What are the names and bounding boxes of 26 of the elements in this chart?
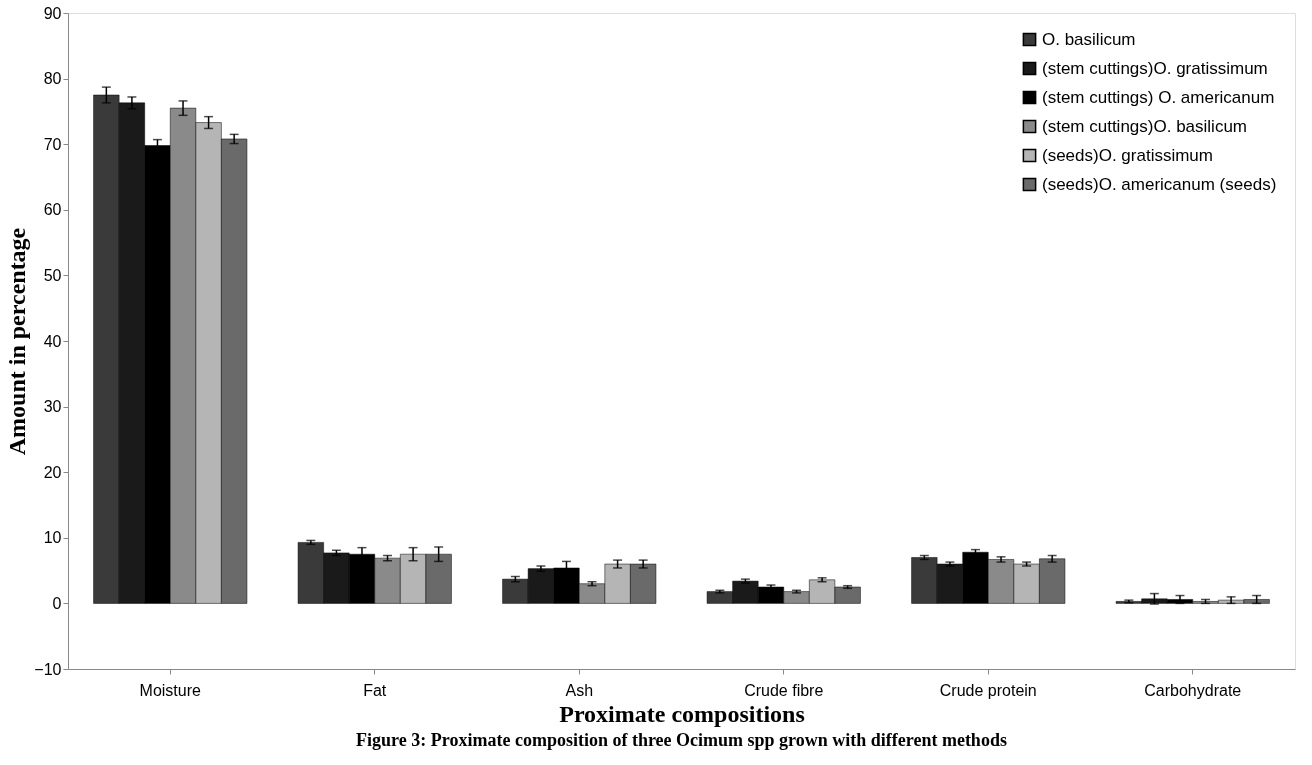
y-tick-label: 40 xyxy=(43,332,62,350)
x-tick-label: Crude fibre xyxy=(744,681,824,699)
legend-label: (seeds)O. gratissimum xyxy=(1042,145,1213,165)
legend-label: (seeds)O. americanum (seeds) xyxy=(1042,174,1277,194)
y-axis-title: Amount in percentage xyxy=(4,227,31,456)
y-tick-label: 30 xyxy=(43,398,62,416)
y-tick-label: 50 xyxy=(43,266,62,284)
y-tick-label: −10 xyxy=(34,660,62,678)
x-tick-label: Carbohydrate xyxy=(1144,681,1242,699)
y-tick-label: 0 xyxy=(52,594,62,612)
x-tick-label: Ash xyxy=(565,681,594,699)
y-tick-label: 90 xyxy=(43,4,62,22)
x-axis-title: Proximate compositions xyxy=(559,700,805,727)
legend-label: O. basilicum xyxy=(1042,29,1136,49)
legend-label: (stem cuttings)O. gratissimum xyxy=(1042,58,1268,78)
text: Figure 3: Proximate composition of three Ocimum spp grown with different methods xyxy=(356,730,1007,750)
y-tick-label: 80 xyxy=(43,70,62,88)
legend-label: (stem cuttings) O. americanum xyxy=(1042,87,1275,107)
y-tick-label: 60 xyxy=(43,201,62,219)
x-tick-label: Moisture xyxy=(139,681,202,699)
legend-label: (stem cuttings)O. basilicum xyxy=(1042,116,1247,136)
y-tick-label: 20 xyxy=(43,463,62,481)
x-tick-label: Crude protein xyxy=(939,681,1037,699)
y-tick-label: 70 xyxy=(43,135,62,153)
y-tick-label: 10 xyxy=(43,529,62,547)
x-tick-label: Fat xyxy=(363,681,387,699)
